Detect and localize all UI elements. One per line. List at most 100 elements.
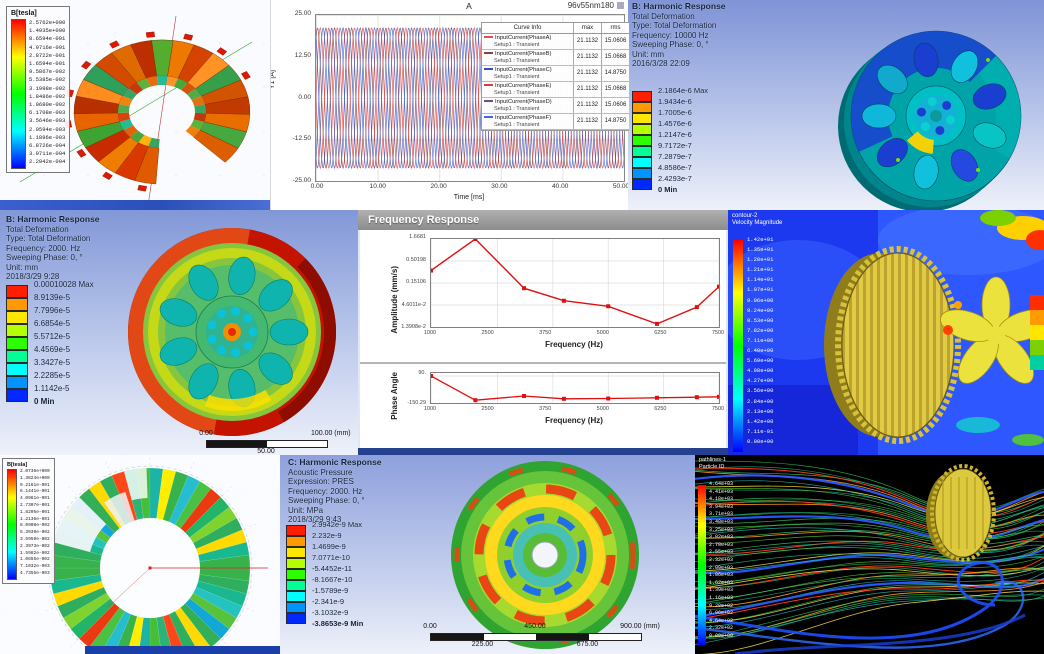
legend-color-cell — [632, 156, 652, 168]
legend-value: 1.14e+01 — [747, 276, 774, 284]
result-header: B: Harmonic Response — [6, 214, 100, 224]
legend-value: 1.1142e-5 — [34, 384, 70, 393]
legend-value: 1.42e+01 — [747, 236, 774, 243]
curve-name: InputCurrent(PhaseB) — [484, 51, 571, 58]
legend-value: 1.35e+01 — [747, 246, 774, 254]
y-tick: 0.15106 — [406, 279, 426, 285]
phase-y-ticks: 90. -150.29 — [398, 370, 426, 406]
legend-value: 2.1864e-6 Max — [658, 86, 709, 95]
legend-title-line1: contour-2 — [732, 213, 758, 219]
x-tick: 1000 — [423, 330, 437, 336]
legend-value: 2.78e+03 — [709, 541, 734, 548]
ruler-label-mid: 50.00 — [257, 448, 275, 455]
window-icon[interactable] — [617, 2, 624, 10]
curve-setup: Setup1 : Transient — [494, 90, 540, 96]
gear-and-fan — [728, 210, 1044, 455]
ruler-label-max: 100.00 (mm) — [310, 430, 351, 437]
curve-cell: InputCurrent(PhaseF) Setup1 : Transient — [482, 114, 574, 129]
wheel-deformation-view — [838, 30, 1022, 210]
legend-value: 3.1998e-002 — [29, 84, 66, 92]
max-value: 21.1132 — [574, 98, 602, 113]
color-scale-bar — [11, 19, 26, 169]
legend-value: 2.2285e-5 — [34, 371, 71, 380]
legend-color-cell — [286, 590, 306, 602]
col-rms: rms — [610, 25, 621, 31]
legend-value: 1.0655e-002 — [20, 557, 50, 563]
legend-value: 1.16e+03 — [709, 594, 734, 601]
legend-value: 4.7355e-003 — [20, 570, 50, 576]
ruler-label-q1: 225.00 — [471, 641, 494, 648]
y-tick: 0.50198 — [406, 256, 426, 263]
legend-value: -3.1032e-9 — [312, 608, 349, 617]
curve-marker — [484, 68, 493, 71]
scale-bar — [206, 440, 328, 448]
legend-value: 2.5762e+000 — [29, 19, 66, 26]
legend-color-cell — [6, 388, 28, 402]
legend-value: 1.62e+03 — [709, 579, 734, 586]
result-line: Expression: PRES — [288, 477, 354, 486]
acoustic-pressure-panel: C: Harmonic Response Acoustic Pressure Ex… — [280, 455, 695, 654]
legend-color-cell — [632, 145, 652, 157]
phase-plot-area — [430, 372, 720, 404]
y-tick: -25.00 — [292, 177, 311, 184]
curve-marker — [484, 84, 493, 87]
legend-value: 1.42e+00 — [747, 417, 774, 425]
legend-value: 1.0680e-002 — [29, 101, 66, 109]
x-tick: 3750 — [539, 330, 552, 336]
maxwell-torus-panel: B[tesla] 2.5762e+000 1.4935e+000 8.6594e-0… — [0, 0, 270, 210]
legend-color-cell — [6, 336, 28, 350]
curve-setup: Setup1 : Transient — [494, 122, 540, 128]
design-name: 96v55nm180 — [567, 1, 614, 10]
curve-setup: Setup1 : Transient — [494, 74, 540, 80]
curve-name: InputCurrent(PhaseF) — [484, 115, 571, 122]
legend-value: 4.18e+03 — [709, 496, 734, 503]
window-body: Amplitude (mm/s) 1.6681 0.50198 0.15106 4.6… — [360, 230, 726, 448]
field-legend: B[tesla] 2.0736e+000 1.3824e+000 9.2161e-0… — [2, 458, 55, 584]
x-tick: 30.00 — [491, 183, 508, 190]
curve-marker — [484, 116, 493, 119]
legend-value: 1.21e+01 — [747, 266, 774, 274]
stator-torus — [64, 31, 251, 192]
result-line: Unit: mm — [6, 262, 38, 272]
taskbar-fragment — [0, 200, 270, 210]
table-row: InputCurrent(PhaseE) Setup1 : Transient … — [482, 82, 629, 98]
curve-marker — [484, 36, 493, 39]
result-line: Type: Total Deformation — [632, 21, 717, 30]
legend-value: 7.0771e-10 — [312, 553, 350, 562]
legend-value: 5.69e+00 — [747, 357, 774, 365]
legend-value: 1.4699e-9 — [312, 542, 346, 551]
result-annotation: C: Harmonic Response Acoustic Pressure Ex… — [288, 457, 382, 525]
legend-value: 3.9711e-004 — [29, 150, 66, 158]
legend-value: 4.4569e-5 — [34, 345, 71, 354]
legend-value: 3.48e+03 — [709, 518, 734, 525]
color-scale-bar — [7, 469, 17, 580]
window-titlebar[interactable]: Frequency Response — [358, 210, 728, 230]
legend-value: 2.0594e-003 — [29, 125, 66, 133]
x-axis-ticks: 0.00 10.00 20.00 30.00 40.00 50.00 — [306, 183, 629, 190]
x-tick: 7500 — [711, 330, 725, 336]
rms-value: 15.0606 — [604, 102, 627, 108]
y-tick: 90. — [418, 370, 426, 376]
legend-color-cell — [632, 178, 652, 190]
legend-value: 3.5646e-003 — [29, 117, 66, 125]
legend-value: 6.1708e-003 — [29, 109, 66, 117]
wheel-model — [838, 30, 1022, 210]
y-tick: 25.00 — [294, 10, 311, 17]
legend-value: 1.07e+01 — [747, 286, 774, 294]
result-annotation: B: Harmonic Response Total Deformation Ty… — [6, 214, 100, 282]
legend-color-cell — [6, 349, 28, 363]
legend-value: 1.39e+03 — [709, 587, 734, 594]
legend-value: 6.8726e-004 — [29, 142, 66, 150]
color-scale-bar — [698, 485, 706, 645]
legend-value: 7.7996e-5 — [34, 306, 71, 315]
y-tick: 1.3908e-2 — [401, 324, 426, 330]
legend-value: 6.6854e-5 — [34, 319, 71, 328]
legend-value: -8.1667e-10 — [312, 575, 353, 584]
legend-color-cell — [286, 612, 306, 624]
legend-value: 4.27e+00 — [747, 377, 774, 385]
legend-value: 3.02e+03 — [709, 534, 734, 541]
maxwell-rotor-panel: B[tesla] 2.0736e+000 1.3824e+000 9.2161e-0… — [0, 455, 280, 654]
legend-value: 7.11e+00 — [747, 336, 774, 344]
legend-value: 1.7005e-6 — [658, 108, 692, 117]
rms-value: 15.0668 — [604, 86, 627, 92]
